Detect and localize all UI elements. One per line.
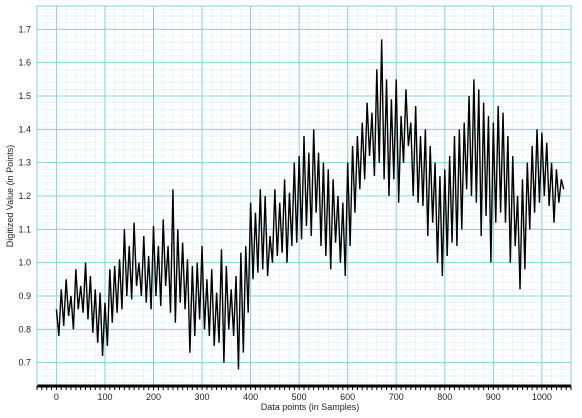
- y-tick-label: 0.7: [18, 358, 31, 368]
- x-tick-label: 100: [97, 392, 112, 402]
- x-tick-label: 600: [340, 392, 355, 402]
- series-line-0: [55, 39, 565, 370]
- y-tick-label: 1.2: [18, 191, 31, 201]
- x-tick-label: 800: [437, 392, 452, 402]
- y-tick-label: 1.4: [18, 124, 31, 134]
- x-tick-label: 0: [54, 392, 59, 402]
- y-tick-label: 0.9: [18, 291, 31, 301]
- tick-labels: 0 100 200 300 400 500 600 700 800 900 1000 0.7 0.8 0.…: [18, 24, 551, 402]
- x-tick-label: 300: [195, 392, 210, 402]
- x-axis-title: Data points (in Samples): [261, 402, 360, 412]
- x-tick-label: 1000: [532, 392, 552, 402]
- x-tick-label: 700: [389, 392, 404, 402]
- grid-lines: [36, 6, 572, 386]
- x-tick-label: 200: [146, 392, 161, 402]
- y-tick-label: 0.8: [18, 324, 31, 334]
- y-tick-label: 1.1: [18, 224, 31, 234]
- y-tick-label: 1.0: [18, 258, 31, 268]
- y-axis-title: Digitized Value (in Points): [5, 145, 15, 247]
- y-tick-label: 1.7: [18, 24, 31, 34]
- x-tick-label: 900: [486, 392, 501, 402]
- data-series: [55, 39, 565, 370]
- y-tick-label: 1.5: [18, 91, 31, 101]
- x-tick-label: 500: [292, 392, 307, 402]
- y-tick-label: 1.3: [18, 158, 31, 168]
- axes: [36, 6, 572, 390]
- y-tick-label: 1.6: [18, 58, 31, 68]
- x-tick-label: 400: [243, 392, 258, 402]
